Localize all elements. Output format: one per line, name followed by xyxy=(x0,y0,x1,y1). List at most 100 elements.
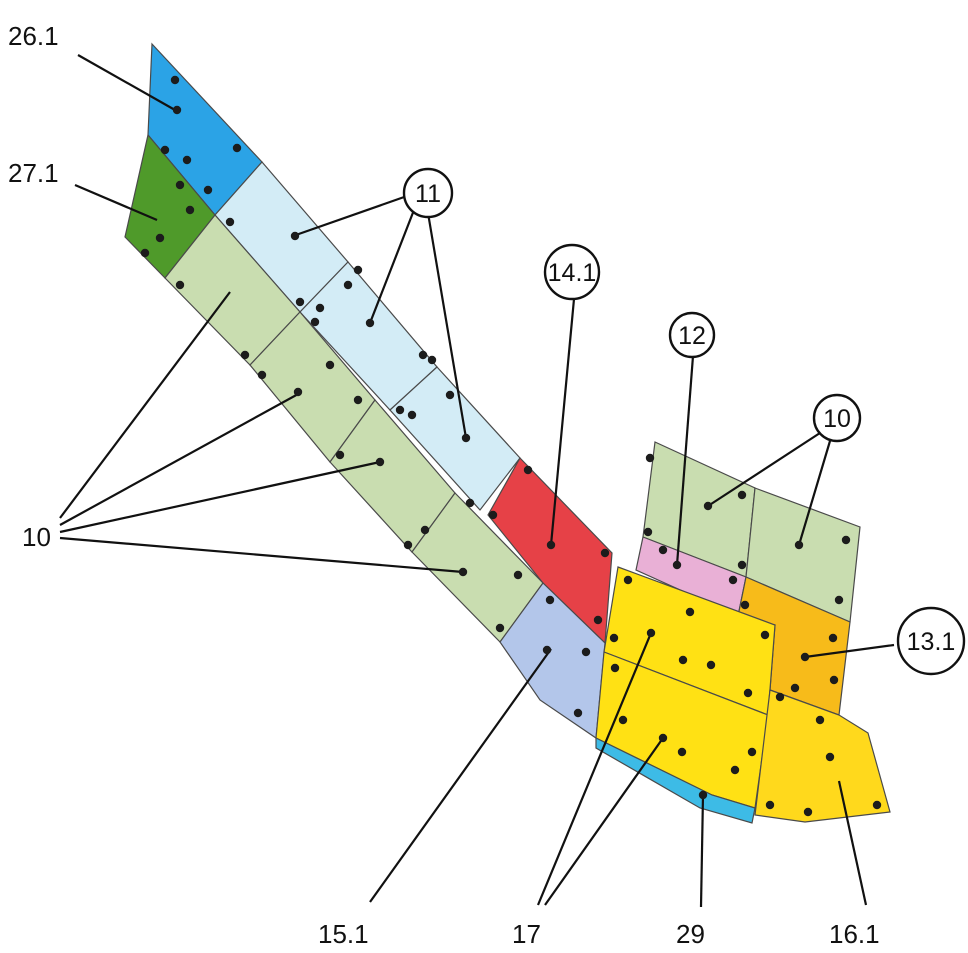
rivet-dot xyxy=(172,105,182,115)
panel-15-1-lavender xyxy=(499,582,606,740)
rivet-dot xyxy=(335,450,345,460)
leader-14-1 xyxy=(549,298,576,546)
leader-11-b xyxy=(368,209,416,324)
rivet-dot xyxy=(182,155,192,165)
rivet-dot xyxy=(407,410,417,420)
rivet-dot xyxy=(678,655,688,665)
rivet-dot xyxy=(175,280,185,290)
leader-29 xyxy=(699,794,705,908)
label-29: 29 xyxy=(676,919,705,949)
rivet-dot xyxy=(445,390,455,400)
rivet-dot xyxy=(794,540,804,550)
leader-11-c xyxy=(426,212,468,439)
rivet-dot xyxy=(834,595,844,605)
leader-10-left-b xyxy=(59,392,301,526)
rivet-dot xyxy=(841,535,851,545)
label-14-1: 14.1 xyxy=(548,259,597,287)
rivet-dot xyxy=(677,747,687,757)
rivet-dot xyxy=(403,540,413,550)
rivet-dot xyxy=(310,317,320,327)
rivet-dot xyxy=(203,185,213,195)
rivet-dot xyxy=(293,387,303,397)
rivet-dot xyxy=(343,280,353,290)
rivet-dot xyxy=(461,433,471,443)
leader-10-left-a xyxy=(59,291,231,519)
rivet-dot xyxy=(257,370,267,380)
rivet-dot xyxy=(740,600,750,610)
rivet-dot xyxy=(420,525,430,535)
rivet-dot xyxy=(465,498,475,508)
rivet-dot xyxy=(646,628,656,638)
rivet-dot xyxy=(175,180,185,190)
label-10-left: 10 xyxy=(22,522,51,552)
rivet-dot xyxy=(240,350,250,360)
label-13-1: 13.1 xyxy=(907,628,956,656)
leader-27-1 xyxy=(74,183,158,222)
rivet-dot xyxy=(315,303,325,313)
rivet-dot xyxy=(593,615,603,625)
rivet-dot xyxy=(803,807,813,817)
rivet-dot xyxy=(573,708,583,718)
rivet-dot xyxy=(643,527,653,537)
rivet-group xyxy=(140,75,882,817)
label-27-1: 27.1 xyxy=(8,158,59,188)
rivet-dot xyxy=(645,453,655,463)
rivet-dot xyxy=(458,567,468,577)
label-17: 17 xyxy=(512,919,541,949)
leader-10-right-a xyxy=(707,430,824,507)
rivet-dot xyxy=(155,233,165,243)
leader-10-right-b xyxy=(797,440,832,546)
rivet-dot xyxy=(872,800,882,810)
label-15-1: 15.1 xyxy=(318,919,369,949)
rivet-dot xyxy=(828,633,838,643)
label-26-1: 26.1 xyxy=(8,21,59,51)
leader-10-left-d xyxy=(59,536,464,574)
rivet-dot xyxy=(542,645,552,655)
rivet-dot xyxy=(395,405,405,415)
rivet-dot xyxy=(495,623,505,633)
rivet-dot xyxy=(672,560,682,570)
rivet-dot xyxy=(325,360,335,370)
rivet-dot xyxy=(427,355,437,365)
rivet-dot xyxy=(353,265,363,275)
rivet-dot xyxy=(600,548,610,558)
rivet-dot xyxy=(703,501,713,511)
rivet-dot xyxy=(225,217,235,227)
callout-circle-12 xyxy=(668,311,716,359)
leader-13-1 xyxy=(804,643,895,659)
rivet-dot xyxy=(523,465,533,475)
panel-16-1-yellow xyxy=(754,689,891,823)
rivet-dot xyxy=(160,145,170,155)
rivet-dot xyxy=(609,633,619,643)
leader-17-a xyxy=(536,632,653,906)
rivet-dot xyxy=(170,75,180,85)
rivet-dot xyxy=(295,297,305,307)
rivet-dot xyxy=(513,570,523,580)
rivet-dot xyxy=(706,660,716,670)
rivet-dot xyxy=(623,575,633,585)
rivet-dot xyxy=(618,715,628,725)
leader-16-1 xyxy=(837,780,868,906)
leader-15-1 xyxy=(369,648,552,903)
rivet-dot xyxy=(365,318,375,328)
rivet-dot xyxy=(698,790,708,800)
rivet-dot xyxy=(418,350,428,360)
callout-circle-11 xyxy=(402,167,454,219)
rivet-dot xyxy=(685,607,695,617)
rivet-dot xyxy=(815,715,825,725)
callout-circle-10-right xyxy=(812,393,862,443)
panel-11-lower-segment xyxy=(389,366,521,511)
leader-11-a xyxy=(292,194,408,238)
leader-26-1 xyxy=(77,54,176,111)
rivet-dot xyxy=(790,683,800,693)
rivet-dot xyxy=(290,231,300,241)
rivet-dot xyxy=(546,540,556,550)
rivet-dot xyxy=(747,747,757,757)
rivet-dot xyxy=(728,575,738,585)
rivet-dot xyxy=(545,595,555,605)
label-16-1: 16.1 xyxy=(829,919,880,949)
rivet-dot xyxy=(658,545,668,555)
rivet-dot xyxy=(353,395,363,405)
rivet-dot xyxy=(610,663,620,673)
